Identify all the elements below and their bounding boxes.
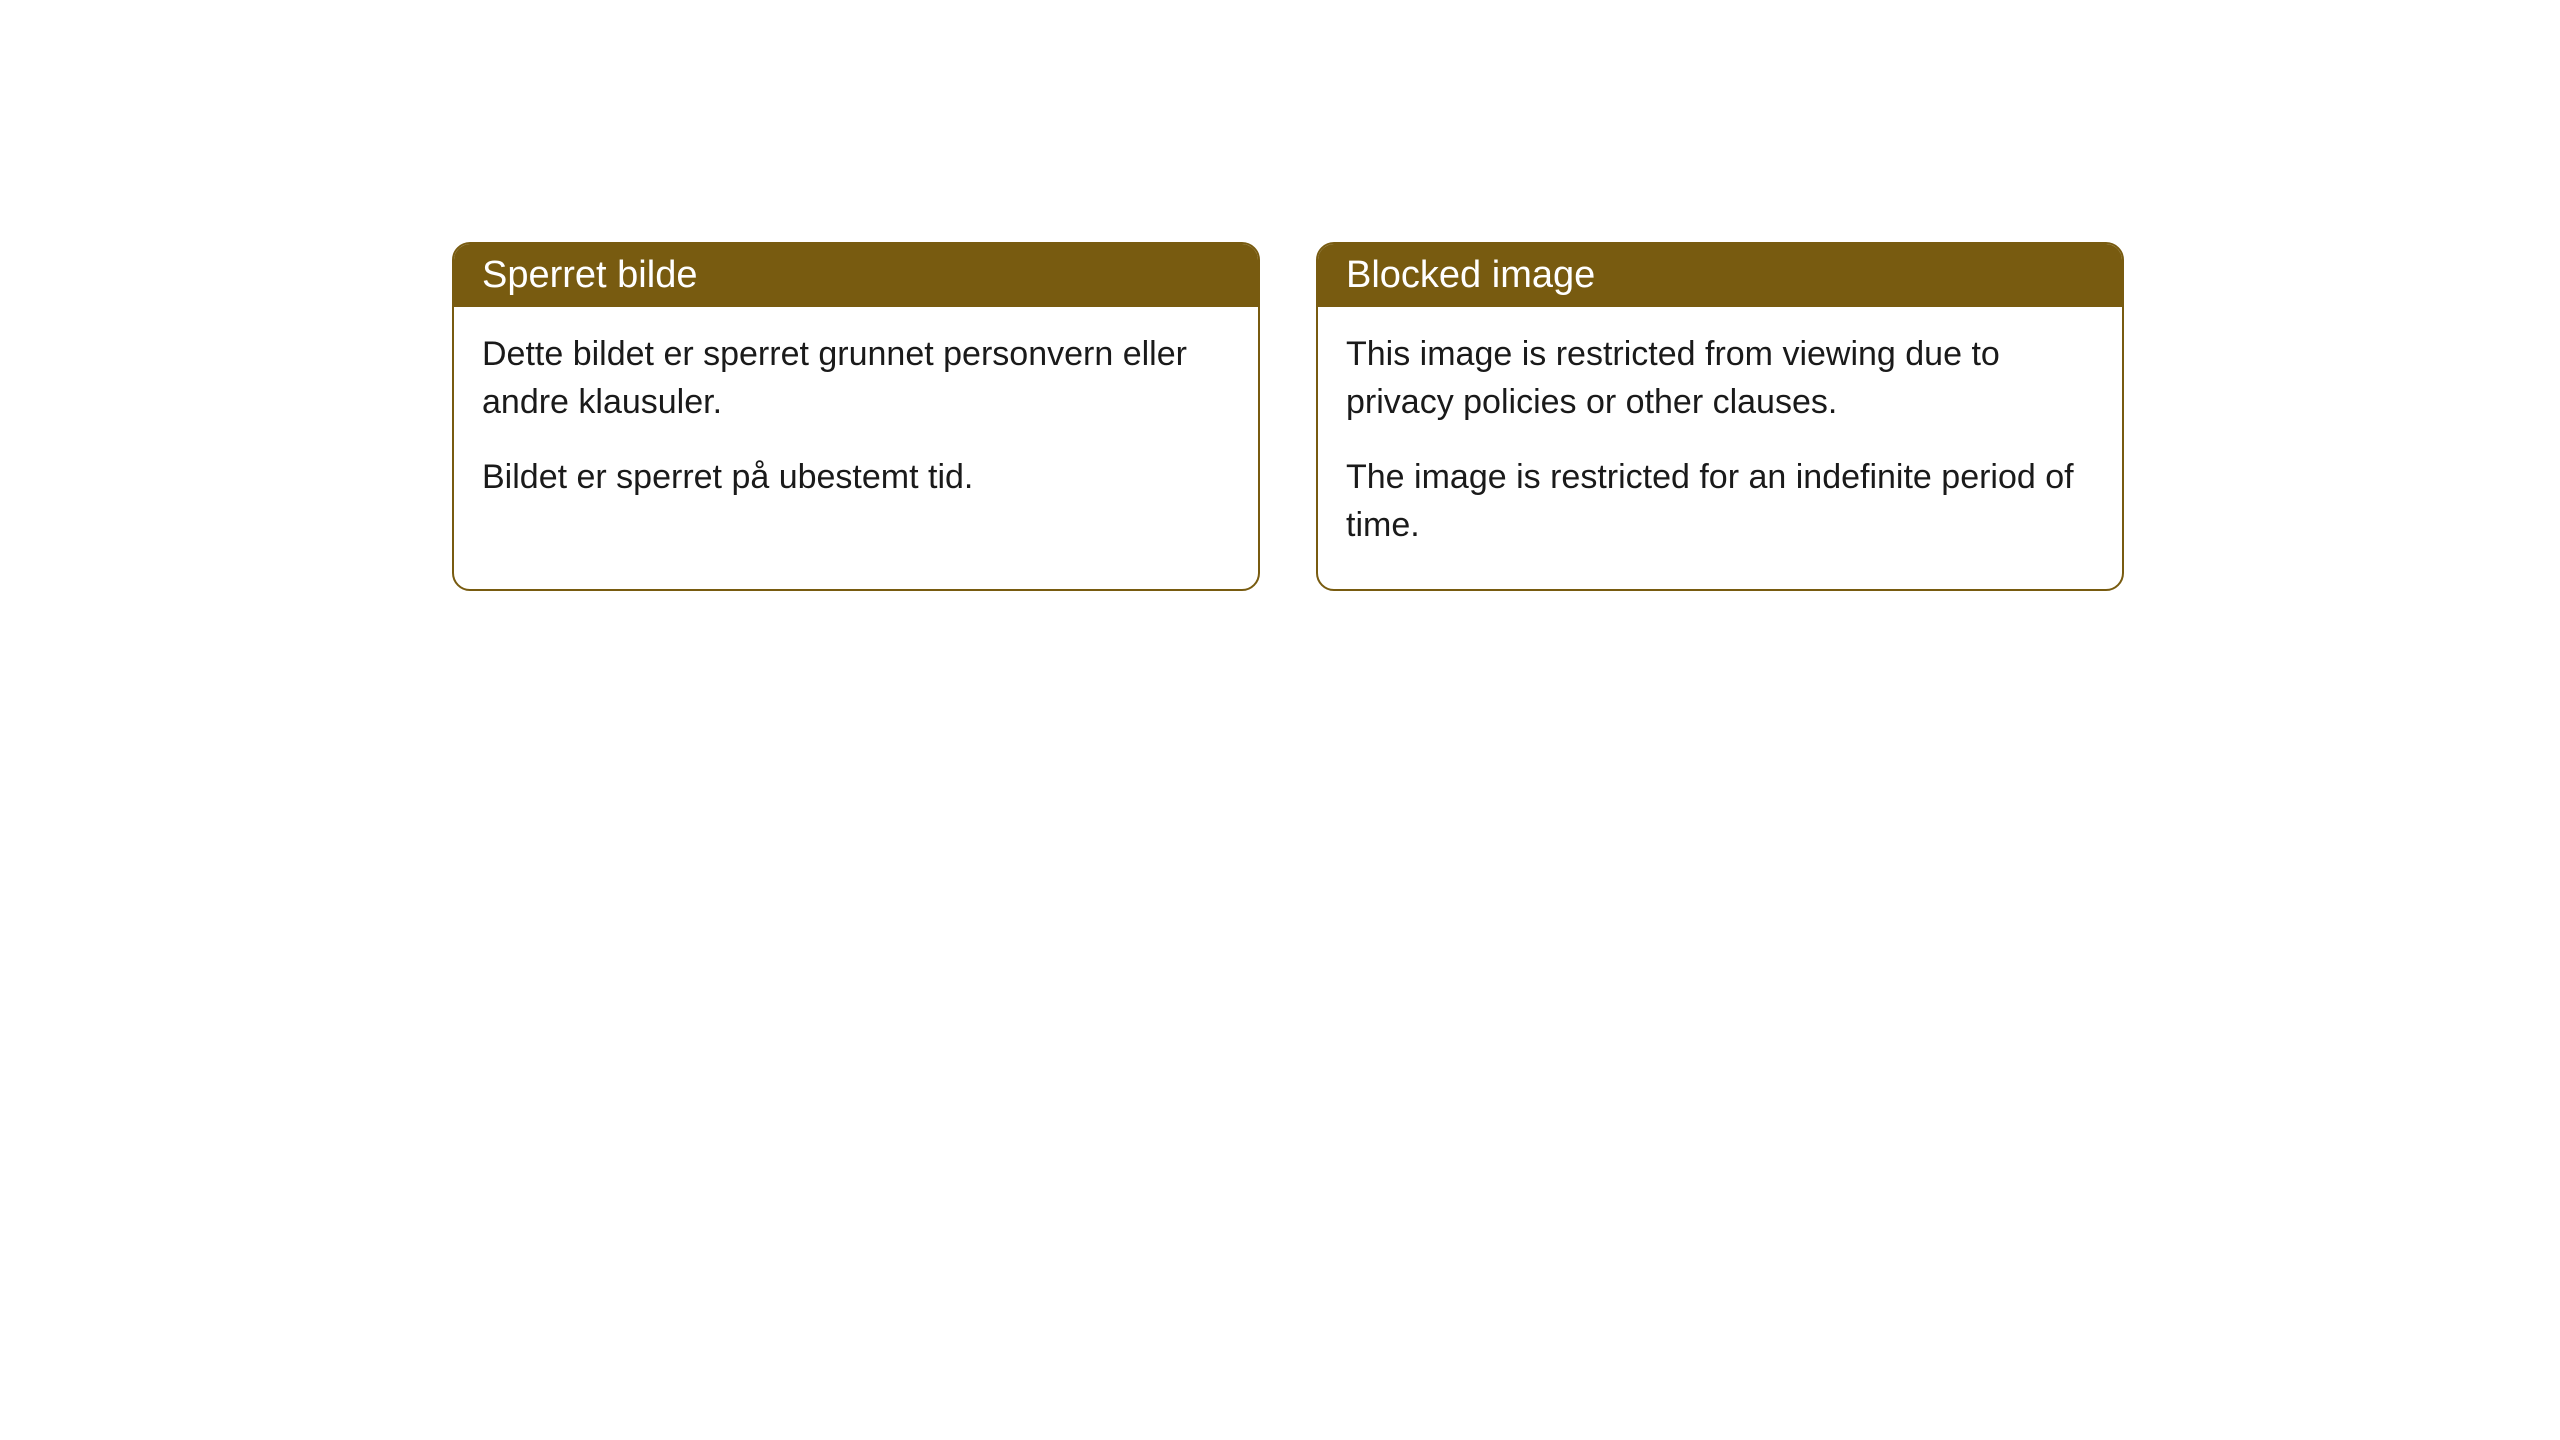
card-header: Blocked image: [1318, 244, 2122, 307]
blocked-image-card-english: Blocked image This image is restricted f…: [1316, 242, 2124, 591]
card-paragraph: Dette bildet er sperret grunnet personve…: [482, 331, 1230, 426]
card-body: Dette bildet er sperret grunnet personve…: [454, 307, 1258, 542]
blocked-image-card-norwegian: Sperret bilde Dette bildet er sperret gr…: [452, 242, 1260, 591]
card-title: Blocked image: [1346, 254, 1595, 296]
card-paragraph: This image is restricted from viewing du…: [1346, 331, 2094, 426]
card-body: This image is restricted from viewing du…: [1318, 307, 2122, 589]
cards-container: Sperret bilde Dette bildet er sperret gr…: [452, 242, 2124, 591]
card-header: Sperret bilde: [454, 244, 1258, 307]
card-title: Sperret bilde: [482, 254, 697, 296]
card-paragraph: The image is restricted for an indefinit…: [1346, 454, 2094, 549]
card-paragraph: Bildet er sperret på ubestemt tid.: [482, 454, 1230, 502]
